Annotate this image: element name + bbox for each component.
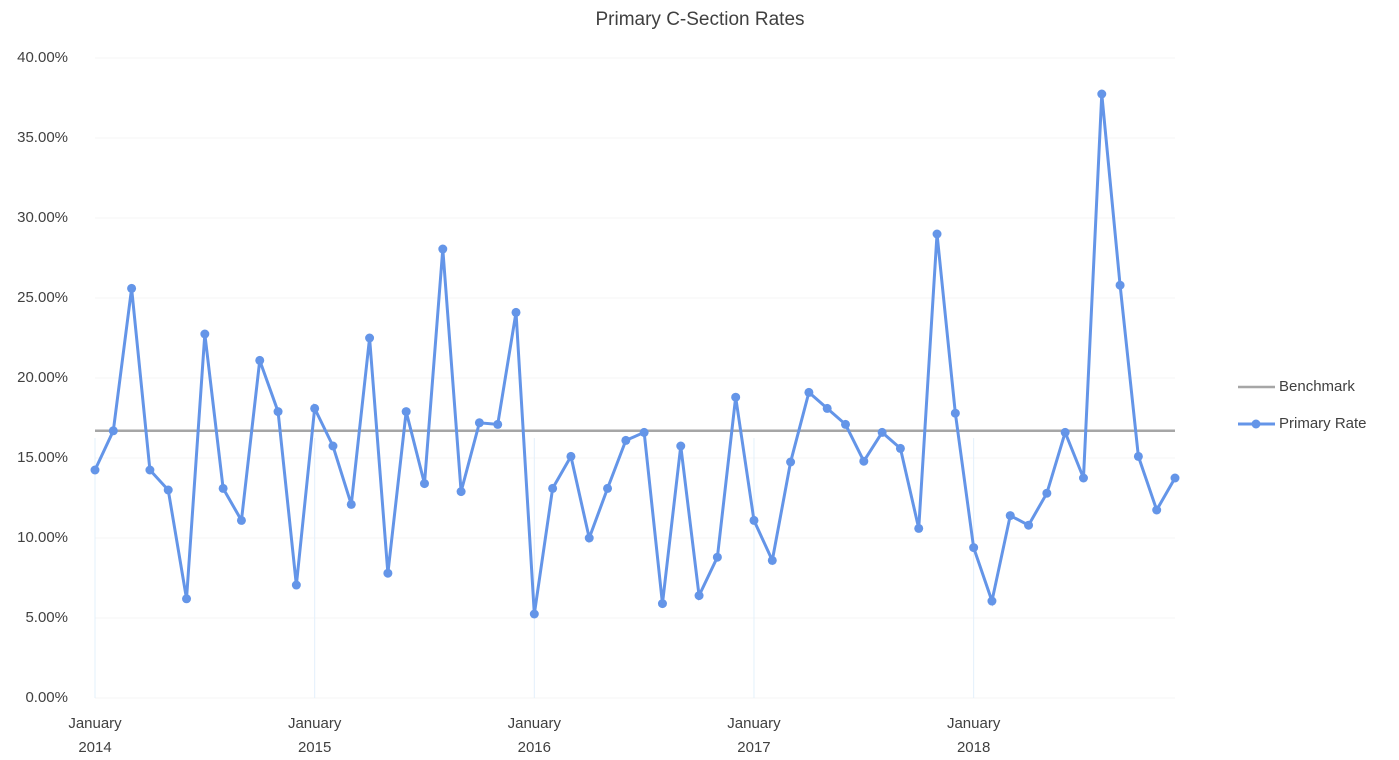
data-point [841, 419, 851, 429]
x-tick-label: January 2017 [727, 715, 781, 756]
y-tick-label: 5.00% [25, 609, 68, 626]
data-point [895, 443, 905, 453]
data-point [987, 596, 997, 606]
data-point [200, 329, 210, 339]
data-point [657, 599, 667, 609]
data-point [584, 533, 594, 543]
data-point [969, 543, 979, 553]
data-point [767, 555, 777, 565]
data-point [603, 483, 613, 493]
data-point [456, 487, 466, 497]
legend-label: Benchmark [1279, 378, 1355, 395]
data-point [877, 427, 887, 437]
data-point [822, 403, 832, 413]
data-point [273, 407, 283, 417]
data-point [932, 229, 942, 239]
y-tick-label: 10.00% [17, 529, 68, 546]
data-point [859, 456, 869, 466]
data-point [401, 407, 411, 417]
y-tick-label: 0.00% [25, 689, 68, 706]
y-tick-label: 20.00% [17, 369, 68, 386]
data-point [1170, 473, 1180, 483]
data-point [182, 594, 192, 604]
series-line [93, 93, 1177, 615]
data-point [1060, 427, 1070, 437]
data-point [218, 483, 228, 493]
legend-marker [1251, 419, 1261, 429]
data-point [950, 408, 960, 418]
data-point [90, 465, 100, 475]
data-point [529, 609, 539, 619]
x-tick-label: January 2016 [507, 715, 561, 756]
data-point [145, 465, 155, 475]
data-point [328, 441, 338, 451]
data-point [163, 485, 173, 495]
data-point [127, 283, 137, 293]
y-tick-label: 15.00% [17, 449, 68, 466]
y-tick-label: 40.00% [17, 49, 68, 66]
data-point [419, 479, 429, 489]
x-tick-label: January 2018 [946, 715, 1001, 756]
data-point [914, 523, 924, 533]
y-tick-label: 25.00% [17, 289, 68, 306]
chart-title: Primary C-Section Rates [595, 9, 804, 30]
data-point [676, 441, 686, 451]
data-point [694, 591, 704, 601]
data-point [1078, 473, 1088, 483]
data-point [365, 333, 375, 343]
data-point [1042, 488, 1052, 498]
data-point [1152, 505, 1162, 515]
data-point [1024, 520, 1034, 530]
data-point [1097, 89, 1107, 99]
data-point [511, 307, 521, 317]
data-point [749, 515, 759, 525]
data-point [804, 387, 814, 397]
data-point [438, 244, 448, 254]
data-point [731, 392, 741, 402]
data-point [291, 580, 301, 590]
data-point [108, 426, 118, 436]
data-point [548, 483, 558, 493]
data-point [1005, 511, 1015, 521]
data-point [236, 515, 246, 525]
data-point [383, 568, 393, 578]
data-point [1115, 280, 1125, 290]
data-point [310, 403, 320, 413]
data-point [566, 451, 576, 461]
data-point [255, 355, 265, 365]
x-tick-label: January 2015 [287, 715, 342, 756]
data-point [474, 418, 484, 428]
data-point [786, 457, 796, 467]
y-tick-label: 35.00% [17, 129, 68, 146]
data-point [1133, 451, 1143, 461]
y-tick-label: 30.00% [17, 209, 68, 226]
data-point [621, 435, 631, 445]
legend-label: Primary Rate [1279, 415, 1367, 432]
data-point [712, 552, 722, 562]
data-point [493, 419, 503, 429]
x-tick-label: January 2014 [68, 715, 122, 756]
data-point [639, 427, 649, 437]
data-point [346, 499, 356, 509]
